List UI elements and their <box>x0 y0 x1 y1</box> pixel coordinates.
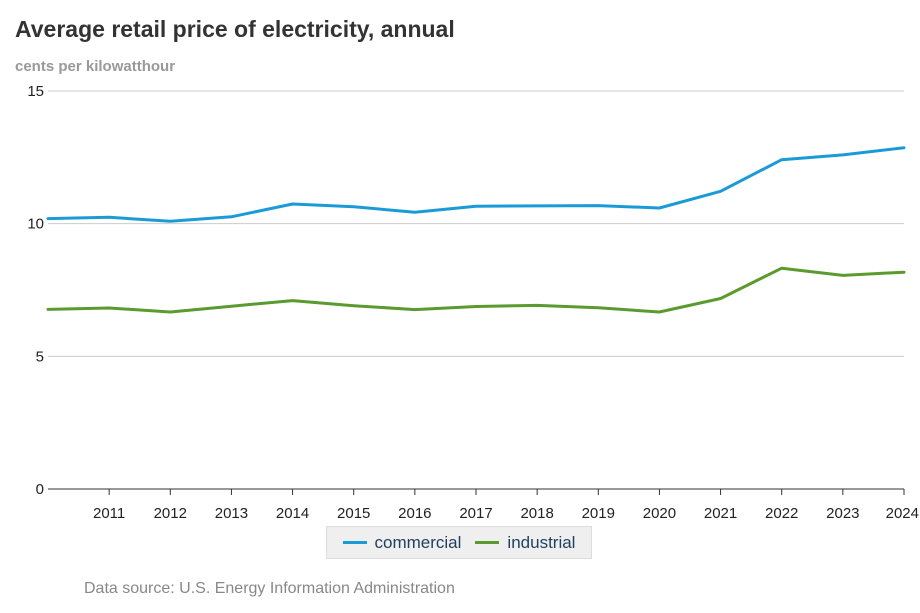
x-tick-label-2021: 2021 <box>704 505 737 522</box>
x-tick-label-2013: 2013 <box>215 505 248 522</box>
series-line-commercial[interactable] <box>46 146 906 223</box>
x-axis-ticks: 2011 2012 2013 2014 2015 2016 2017 2018 2019 2020… <box>93 489 919 522</box>
chart-title: Average retail price of electricity, ann… <box>15 16 455 42</box>
legend-swatch-industrial <box>475 541 500 544</box>
gridlines <box>48 90 904 490</box>
y-axis-ticks: 0 5 10 15 <box>27 83 44 498</box>
x-tick-label-2016: 2016 <box>398 505 431 522</box>
legend-swatch-commercial <box>342 541 367 544</box>
y-tick-label-0: 0 <box>36 481 44 498</box>
x-tick-label-2019: 2019 <box>582 505 615 522</box>
y-axis-unit-label: cents per kilowatthour <box>15 58 176 75</box>
legend-label-commercial: commercial <box>374 532 462 552</box>
x-tick-label-2020: 2020 <box>643 505 676 522</box>
x-tick-label-2015: 2015 <box>337 505 370 522</box>
x-tick-label-2018: 2018 <box>520 505 553 522</box>
x-tick-label-2017: 2017 <box>459 505 492 522</box>
series-lines <box>46 146 906 314</box>
y-tick-label-5: 5 <box>36 348 44 365</box>
legend: commercial industrial <box>326 526 592 559</box>
legend-item-industrial[interactable]: industrial <box>475 533 575 553</box>
series-line-industrial[interactable] <box>46 266 906 314</box>
data-source-note: Data source: U.S. Energy Information Adm… <box>84 580 455 597</box>
x-tick-label-2012: 2012 <box>154 505 187 522</box>
x-tick-label-2024: 2024 <box>886 505 919 522</box>
x-tick-label-2023: 2023 <box>826 505 859 522</box>
x-tick-label-2014: 2014 <box>276 505 309 522</box>
legend-item-commercial[interactable]: commercial <box>342 532 462 553</box>
legend-label-industrial: industrial <box>507 532 576 552</box>
y-tick-label-10: 10 <box>27 216 44 233</box>
y-tick-label-15: 15 <box>27 83 44 100</box>
x-tick-label-2022: 2022 <box>765 505 798 522</box>
x-tick-label-2011: 2011 <box>93 505 125 522</box>
